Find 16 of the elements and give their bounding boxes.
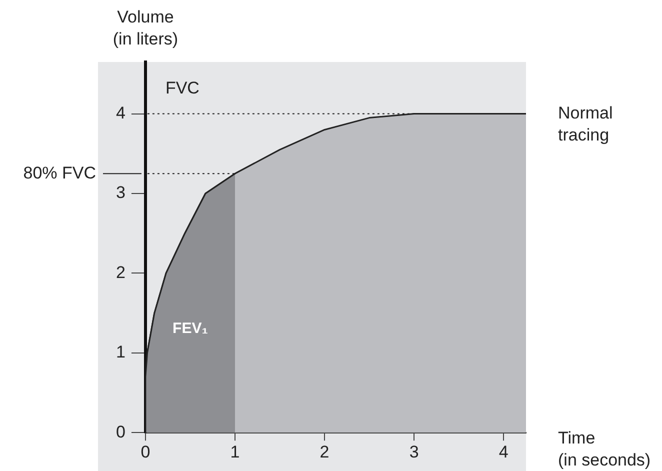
x-tick-label: 3: [409, 442, 419, 462]
series-label: Normal tracing: [558, 103, 613, 144]
annotation: FEV₁: [172, 320, 208, 338]
y-tick-label: 1: [116, 342, 126, 362]
y-axis-title: Volume (in liters): [112, 8, 178, 49]
x-tick-label: 4: [498, 442, 508, 462]
x-axis-title: Time (in seconds): [558, 428, 651, 470]
y-tick-label: 3: [116, 183, 126, 202]
x-tick-label: 0: [140, 442, 150, 462]
x-tick-label: 1: [230, 442, 240, 462]
y-tick-label: 0: [116, 422, 126, 442]
ref-line-label: FVC: [165, 78, 200, 98]
y-tick-label: 2: [116, 262, 126, 282]
ref-line-label: 80% FVC: [23, 163, 96, 182]
y-tick-label: 4: [116, 103, 126, 122]
x-tick-label: 2: [320, 442, 330, 462]
